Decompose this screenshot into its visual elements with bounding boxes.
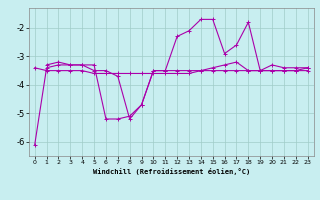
X-axis label: Windchill (Refroidissement éolien,°C): Windchill (Refroidissement éolien,°C)	[92, 168, 250, 175]
